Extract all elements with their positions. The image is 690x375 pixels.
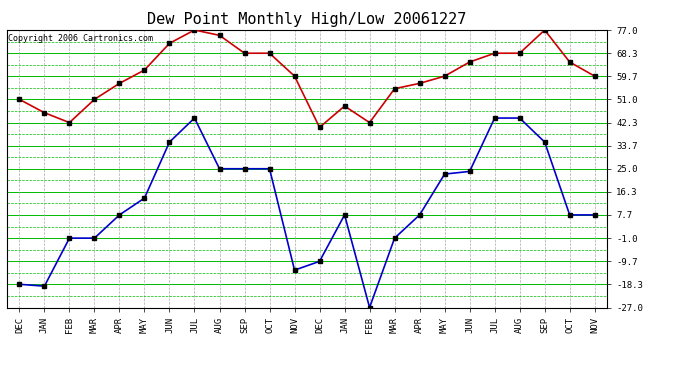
Text: Copyright 2006 Cartronics.com: Copyright 2006 Cartronics.com (8, 34, 153, 43)
Title: Dew Point Monthly High/Low 20061227: Dew Point Monthly High/Low 20061227 (148, 12, 466, 27)
